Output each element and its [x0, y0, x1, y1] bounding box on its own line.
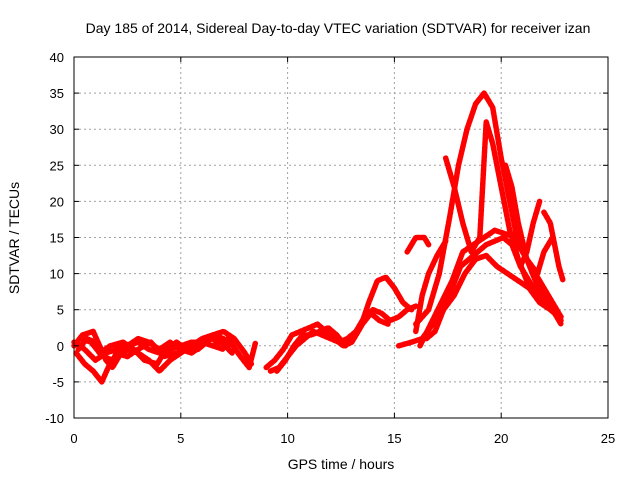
- series-track-p: [502, 162, 564, 327]
- series-track-q: [517, 198, 543, 270]
- y-tick-label: 0: [57, 339, 64, 354]
- series-track-e: [77, 335, 235, 367]
- y-grid: [74, 92, 608, 383]
- series-track-h: [274, 310, 391, 374]
- y-tick-label: 20: [50, 194, 64, 209]
- series-track-n: [413, 90, 564, 327]
- chart-title: Day 185 of 2014, Sidereal Day-to-day VTE…: [86, 20, 591, 36]
- x-tick-label: 10: [280, 431, 294, 446]
- x-tick-label: 0: [70, 431, 77, 446]
- y-tick-label: 40: [50, 50, 64, 65]
- y-tick-label: 25: [50, 158, 64, 173]
- y-tick-label: 30: [50, 122, 64, 137]
- series-track-l: [413, 238, 449, 335]
- y-tick-label: 5: [57, 303, 64, 318]
- y-tick-label: -10: [45, 411, 64, 426]
- y-tick-label: 35: [50, 86, 64, 101]
- series-track-m: [404, 234, 432, 255]
- x-tick-label: 5: [177, 431, 184, 446]
- y-tick-label: -5: [52, 375, 64, 390]
- series-track-d: [73, 335, 259, 385]
- y-axis: -10 -5 0 5 10 15 20 25 30 35 40: [45, 50, 608, 426]
- x-tick-label: 15: [387, 431, 401, 446]
- x-tick-label: 20: [494, 431, 508, 446]
- series-track-j: [423, 234, 564, 342]
- data-series-layer: [71, 90, 566, 385]
- x-axis: 0 5 10 15 20 25: [70, 57, 615, 446]
- x-tick-label: 25: [601, 431, 615, 446]
- y-tick-label: 15: [50, 231, 64, 246]
- x-axis-label: GPS time / hours: [288, 456, 395, 472]
- y-tick-label: 10: [50, 267, 64, 282]
- y-axis-label: SDTVAR / TECUs: [6, 182, 22, 294]
- series-track-r: [541, 209, 566, 284]
